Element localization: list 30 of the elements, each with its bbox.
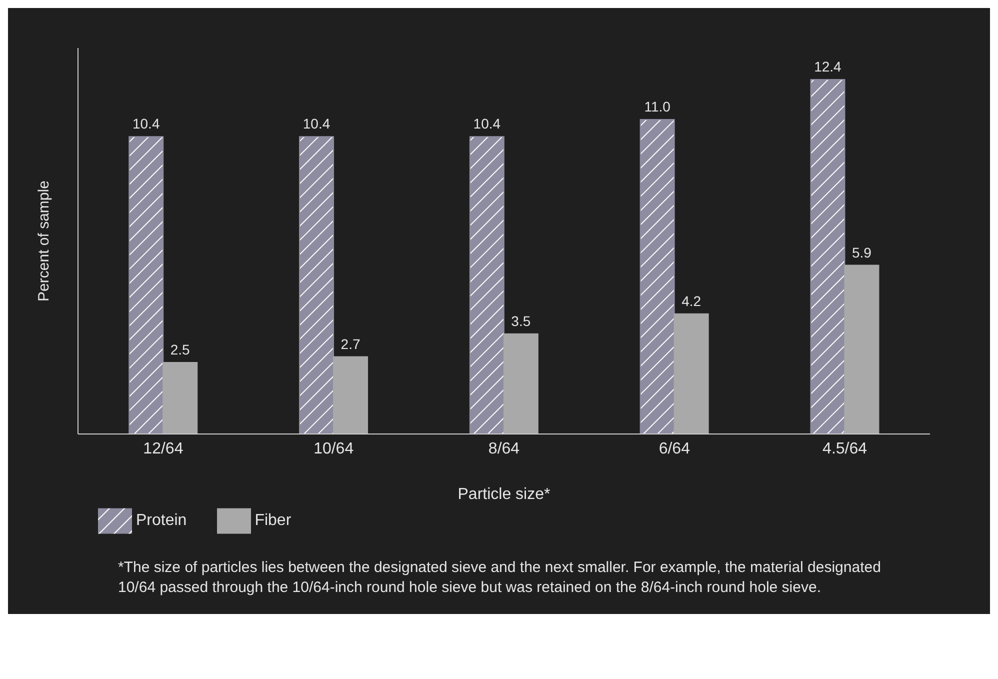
x-tick-label: 10/64 — [314, 440, 354, 458]
data-label: 12.4 — [814, 58, 842, 74]
data-label: 4.2 — [682, 292, 702, 309]
bar — [128, 136, 164, 434]
legend-label: Fiber — [254, 512, 292, 530]
data-label: 3.5 — [511, 312, 531, 329]
bar — [162, 362, 198, 434]
bar — [299, 136, 334, 434]
data-label: 2.7 — [340, 336, 360, 352]
y-axis-title: Percent of sample — [35, 180, 52, 302]
bar — [503, 333, 538, 434]
bar — [810, 78, 846, 434]
text: *The size of particles lies between the designated sieve and the next smaller. For example, the material designated 10/64 passed through the 10/64-inch round hole sieve but was retained on the 8/64-inch round hole sieve. — [118, 558, 882, 598]
x-tick-label: 6/64 — [658, 440, 690, 458]
data-label: 2.5 — [170, 342, 190, 358]
data-label: 10.4 — [132, 116, 160, 132]
x-axis-title: Particle size* — [458, 486, 550, 503]
data-label: 10.4 — [473, 116, 501, 132]
data-label: 11.0 — [644, 98, 671, 114]
x-tick-label: 12/64 — [143, 440, 184, 458]
bar — [333, 356, 368, 434]
bar — [674, 313, 709, 434]
x-tick-label: 8/64 — [488, 440, 520, 458]
x-tick-label: 4.5/64 — [822, 440, 868, 458]
data-label: 10.4 — [302, 116, 330, 132]
data-label: 5.9 — [852, 244, 872, 260]
bar — [640, 118, 675, 434]
bar — [844, 264, 880, 434]
bar — [469, 136, 504, 434]
legend-label: Protein — [136, 512, 187, 530]
